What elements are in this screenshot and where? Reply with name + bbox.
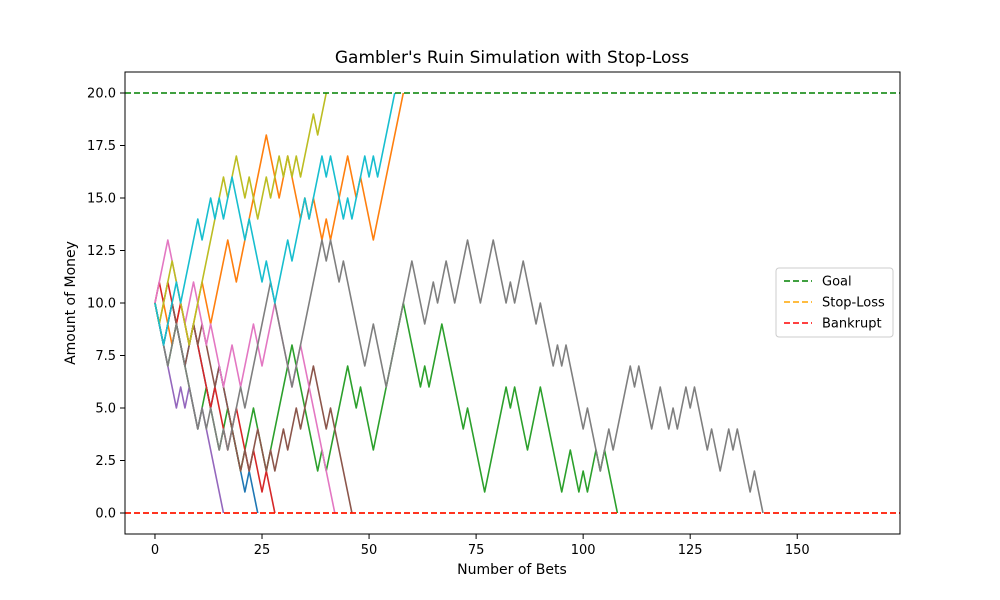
legend-label: Goal [822,275,852,290]
y-tick-label: 15.0 [87,192,116,207]
legend: Goal Stop-Loss Bankrupt [775,267,894,338]
series-lines [154,92,764,514]
x-tick-label: 100 [571,543,596,558]
y-tick-label: 20.0 [87,87,116,102]
x-tick-label: 0 [151,543,159,558]
x-tick-label: 125 [678,543,703,558]
series-line-6 [154,302,353,514]
legend-label: Bankrupt [822,317,882,332]
y-tick-label: 12.5 [87,244,116,259]
x-tick-label: 50 [361,543,378,558]
series-line-8 [154,239,764,514]
y-tick-label: 17.5 [87,139,116,154]
legend-label: Stop-Loss [822,296,885,311]
chart-title: Gambler's Ruin Simulation with Stop-Loss [335,48,689,68]
y-axis-ticks: 0.0 2.5 5.0 7.5 10.0 12.5 15.0 17.5 20.0 [87,87,125,522]
x-tick-label: 150 [785,543,810,558]
series-line-9 [154,92,328,346]
y-axis-label: Amount of Money [63,241,79,365]
y-tick-label: 0.0 [95,507,116,522]
y-tick-label: 5.0 [95,402,116,417]
x-tick-label: 75 [468,543,485,558]
y-tick-label: 7.5 [95,349,116,364]
x-axis-ticks: 0 25 50 75 100 125 150 [151,534,810,558]
x-axis-label: Number of Bets [457,562,567,578]
legend-box [775,267,894,338]
y-tick-label: 10.0 [87,297,116,312]
series-line-10 [154,92,396,346]
x-tick-label: 25 [254,543,271,558]
reference-lines [125,92,900,514]
y-tick-label: 2.5 [95,454,116,469]
